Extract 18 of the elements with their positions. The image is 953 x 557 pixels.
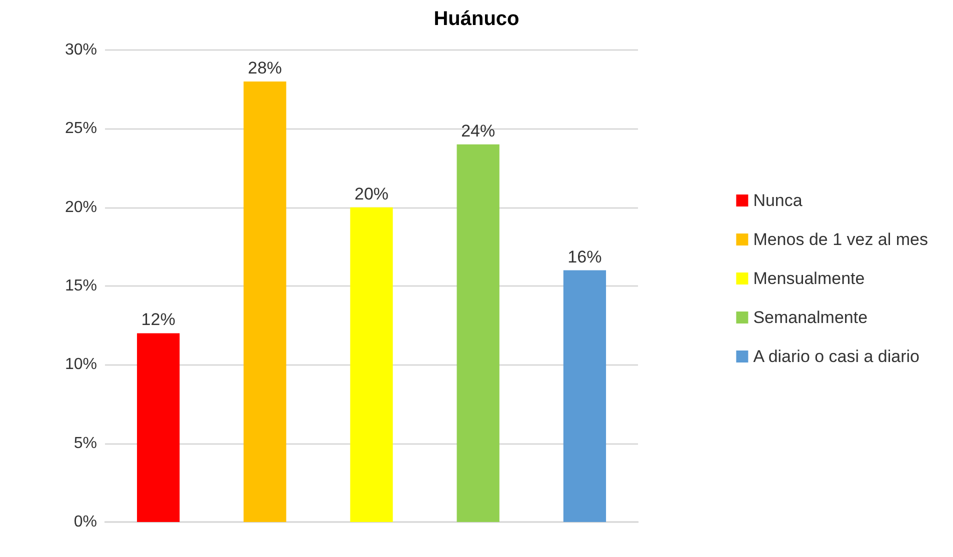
y-tick-label: 25% bbox=[64, 120, 97, 138]
data-label: 24% bbox=[461, 121, 496, 140]
data-label: 28% bbox=[248, 58, 282, 78]
data-label: 16% bbox=[568, 247, 602, 266]
y-tick-label: 5% bbox=[74, 434, 97, 452]
y-tick-label: 20% bbox=[64, 198, 97, 216]
y-tick-label: 15% bbox=[64, 278, 97, 294]
y-tick-label: 0% bbox=[74, 514, 97, 530]
y-tick-label: 30% bbox=[64, 42, 97, 58]
legend-label: A diario o casi a diario bbox=[753, 347, 920, 366]
data-label: 20% bbox=[354, 184, 389, 204]
legend-label: Semanalmente bbox=[753, 308, 868, 327]
legend-label: Mensualmente bbox=[753, 269, 865, 288]
legend-label: Nunca bbox=[753, 191, 803, 210]
legend-label: Menos de 1 vez al mes bbox=[753, 230, 928, 249]
data-label: 12% bbox=[141, 310, 176, 330]
y-tick-label: 10% bbox=[64, 356, 97, 374]
chart-title: Huánuco bbox=[434, 8, 520, 30]
